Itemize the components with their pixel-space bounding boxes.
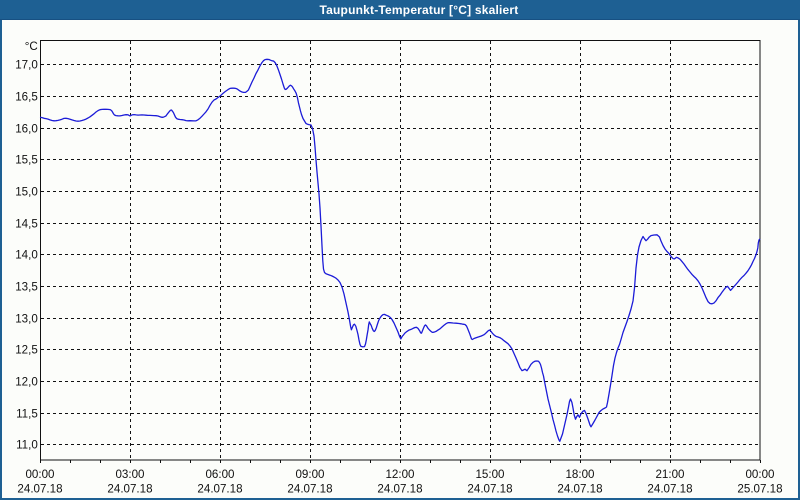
svg-text:16,5: 16,5	[15, 91, 38, 104]
svg-text:21:00: 21:00	[655, 468, 684, 481]
svg-text:24.07.18: 24.07.18	[197, 483, 242, 496]
svg-text:14,0: 14,0	[15, 249, 38, 262]
svg-text:14,5: 14,5	[15, 218, 38, 231]
svg-text:24.07.18: 24.07.18	[17, 483, 62, 496]
svg-text:12,5: 12,5	[15, 344, 38, 357]
svg-text:25.07.18: 25.07.18	[737, 483, 782, 496]
svg-text:13,5: 13,5	[15, 281, 38, 294]
svg-text:16,0: 16,0	[15, 123, 38, 136]
svg-text:00:00: 00:00	[25, 468, 54, 481]
svg-text:12,0: 12,0	[15, 376, 38, 389]
svg-text:17,0: 17,0	[15, 59, 38, 72]
svg-text:12:00: 12:00	[385, 468, 414, 481]
svg-text:24.07.18: 24.07.18	[287, 483, 332, 496]
svg-text:06:00: 06:00	[205, 468, 234, 481]
svg-text:11,0: 11,0	[16, 439, 38, 452]
svg-text:24.07.18: 24.07.18	[377, 483, 422, 496]
svg-text:00:00: 00:00	[745, 468, 774, 481]
svg-text:24.07.18: 24.07.18	[107, 483, 152, 496]
svg-text:15,0: 15,0	[15, 186, 38, 199]
svg-text:15,5: 15,5	[15, 154, 38, 167]
svg-text:09:00: 09:00	[295, 468, 324, 481]
svg-text:24.07.18: 24.07.18	[557, 483, 602, 496]
svg-text:18:00: 18:00	[565, 468, 594, 481]
svg-text:03:00: 03:00	[115, 468, 144, 481]
svg-text:13,0: 13,0	[15, 313, 38, 326]
svg-text:°C: °C	[25, 40, 38, 53]
svg-text:15:00: 15:00	[475, 468, 504, 481]
svg-text:24.07.18: 24.07.18	[647, 483, 692, 496]
svg-text:24.07.18: 24.07.18	[467, 483, 512, 496]
svg-text:11,5: 11,5	[16, 408, 38, 421]
